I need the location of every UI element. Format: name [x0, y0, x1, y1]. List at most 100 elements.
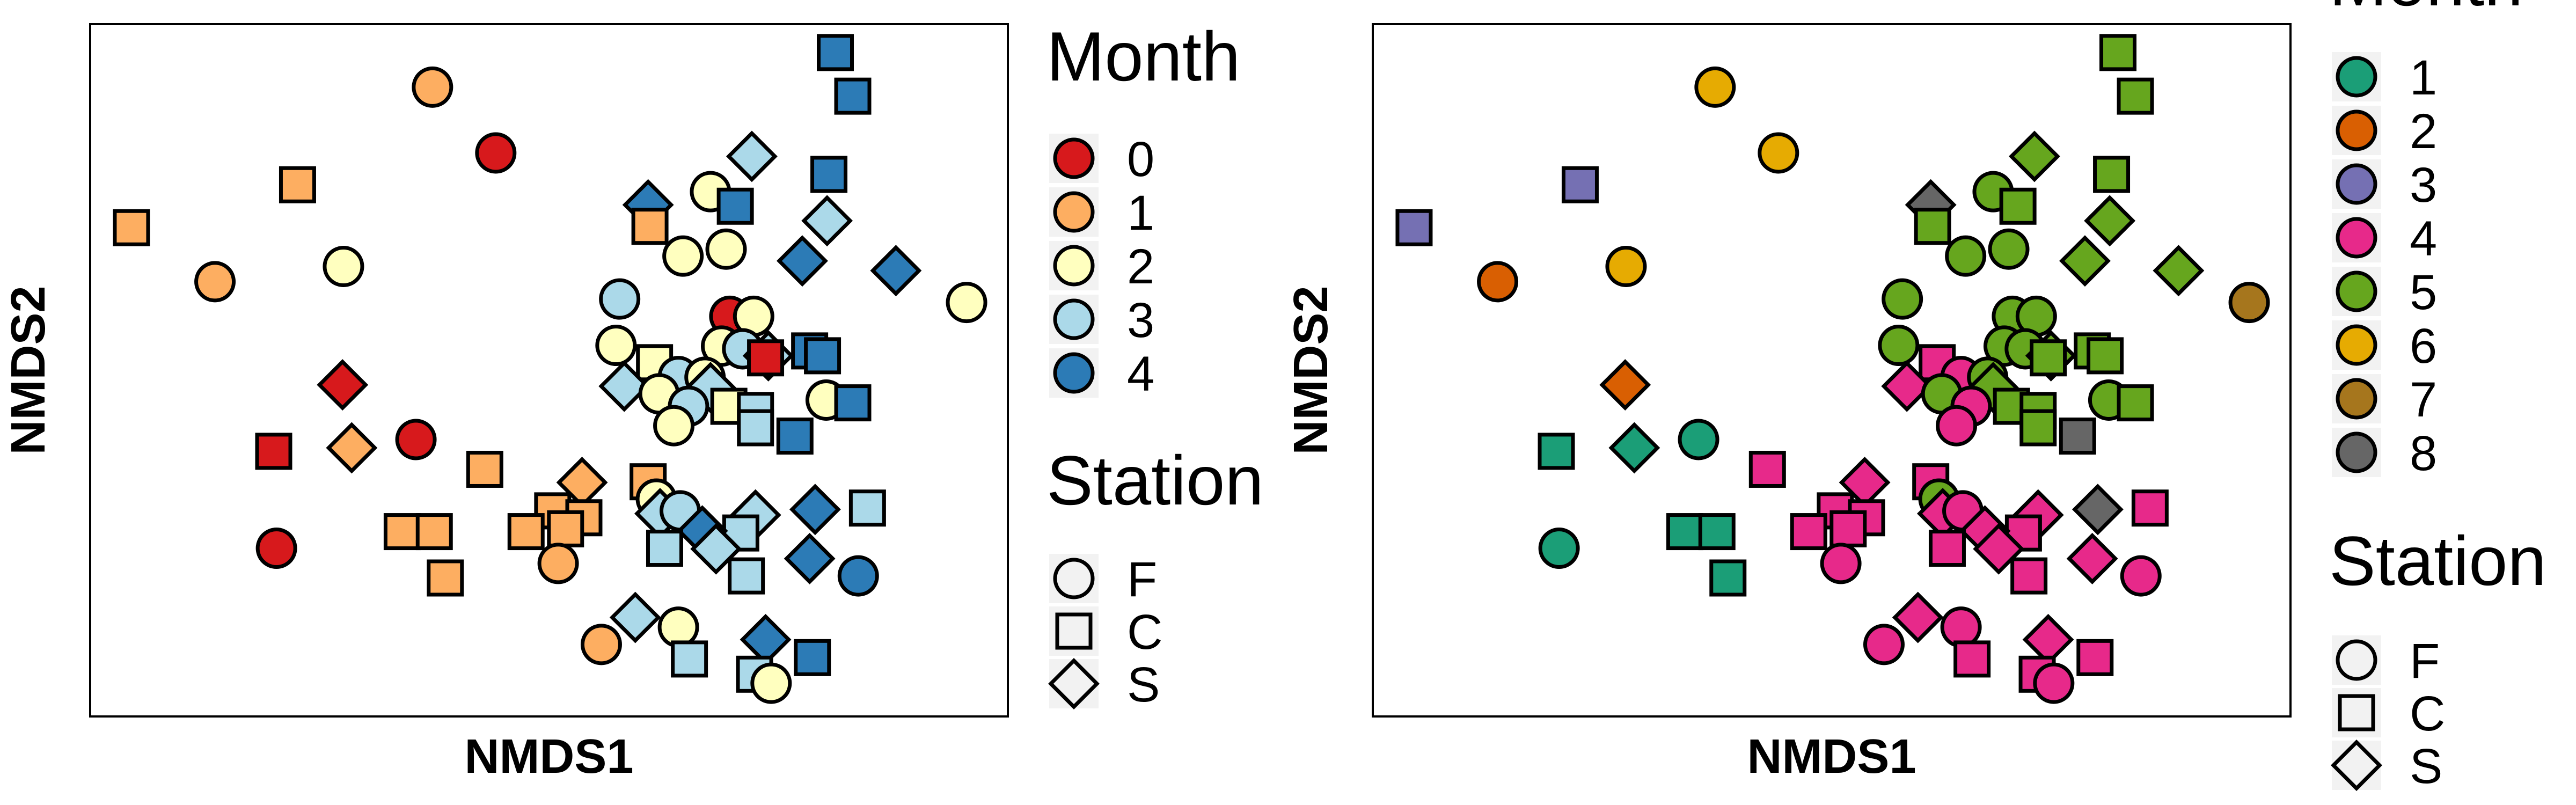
legend-title-month: Month	[2329, 0, 2523, 20]
data-point	[784, 532, 836, 584]
data-point	[1605, 246, 1647, 287]
data-point	[547, 510, 584, 547]
data-point	[1999, 187, 2037, 225]
data-point	[1678, 419, 1719, 460]
data-point	[776, 418, 814, 455]
data-point	[595, 325, 637, 367]
data-point	[2117, 384, 2154, 422]
data-point	[1878, 325, 1920, 367]
data-point	[415, 513, 453, 551]
data-point	[475, 132, 517, 174]
data-point	[255, 528, 297, 569]
data-point	[2084, 195, 2136, 247]
legend-key-month	[2336, 378, 2377, 420]
legend-key-month	[2336, 217, 2377, 259]
data-point	[1698, 513, 1736, 551]
legend-key-month	[2336, 163, 2377, 205]
data-point	[2120, 555, 2162, 597]
legend-label-month: 7	[2410, 372, 2437, 427]
plot-frame	[89, 23, 1009, 718]
legend-label-station: F	[2410, 634, 2440, 689]
data-point	[737, 409, 774, 447]
data-point	[395, 419, 437, 460]
legend-label-station: C	[2410, 686, 2445, 741]
data-point	[1940, 606, 1982, 648]
data-point	[609, 591, 661, 643]
legend-label-month: 8	[2410, 426, 2437, 481]
data-point	[2019, 409, 2057, 447]
data-point	[726, 130, 778, 182]
data-point	[1395, 209, 1433, 246]
data-point	[2093, 156, 2131, 193]
data-point	[870, 245, 922, 297]
data-point	[2008, 130, 2060, 182]
legend-label-month: 3	[2410, 158, 2437, 213]
legend-key-month	[2336, 324, 2377, 366]
data-point	[1881, 360, 1933, 412]
legend-label-month: 5	[2410, 265, 2437, 320]
legend-key-month	[2336, 431, 2377, 473]
data-point	[2099, 34, 2137, 71]
x-axis-label: NMDS1	[1747, 730, 1916, 784]
legend-key-month	[1053, 137, 1095, 179]
data-point	[747, 339, 785, 377]
data-point	[113, 209, 150, 246]
data-point	[1863, 624, 1905, 665]
legend-key-station	[2331, 740, 2382, 791]
legend-label-station: F	[1127, 552, 1157, 607]
data-point	[848, 489, 886, 527]
data-point	[580, 624, 622, 665]
data-point	[412, 66, 453, 108]
data-point	[1709, 559, 1747, 597]
legend-key-month	[1053, 191, 1095, 233]
legend-label-month: 2	[2410, 104, 2437, 159]
data-point	[1945, 235, 1987, 277]
data-point	[728, 557, 765, 595]
legend-label-month: 2	[1127, 239, 1154, 294]
data-point	[705, 228, 747, 270]
legend-label-month: 4	[2410, 211, 2437, 266]
legend-label-month: 4	[1127, 347, 1154, 401]
data-point	[631, 208, 669, 245]
data-point	[2228, 282, 2270, 324]
data-point	[2117, 77, 2154, 115]
data-point	[1790, 513, 1827, 551]
data-point	[2030, 339, 2067, 377]
data-point	[1829, 510, 1867, 547]
legend-key-station	[1053, 558, 1095, 599]
data-point	[2066, 532, 2118, 584]
legend-key-station	[1048, 658, 1100, 709]
data-point	[537, 543, 579, 584]
data-point	[1914, 208, 1951, 245]
data-point	[1561, 166, 1599, 203]
data-point	[1953, 640, 1991, 678]
legend-title-station: Station	[1046, 441, 1264, 519]
legend-key-month	[2336, 109, 2377, 151]
data-point	[750, 662, 792, 704]
data-point	[1477, 261, 1519, 303]
data-point	[804, 337, 841, 375]
data-point	[2076, 639, 2114, 676]
data-point	[1936, 405, 1978, 447]
data-point	[801, 195, 853, 247]
data-point	[599, 278, 641, 320]
data-point	[323, 246, 364, 287]
data-point	[834, 77, 872, 115]
data-point	[2153, 245, 2205, 297]
data-point	[598, 360, 650, 412]
legend-key-station	[2336, 639, 2377, 681]
legend-key-month	[2336, 56, 2377, 98]
data-point	[2033, 662, 2075, 704]
legend-key-month	[1053, 298, 1095, 340]
data-point	[810, 156, 848, 193]
data-point	[2072, 484, 2124, 536]
legend-key-month	[2336, 270, 2377, 312]
legend-label-month: 3	[1127, 293, 1154, 348]
data-point	[466, 450, 503, 488]
data-point	[946, 282, 987, 324]
legend-label-month: 1	[1127, 186, 1154, 240]
